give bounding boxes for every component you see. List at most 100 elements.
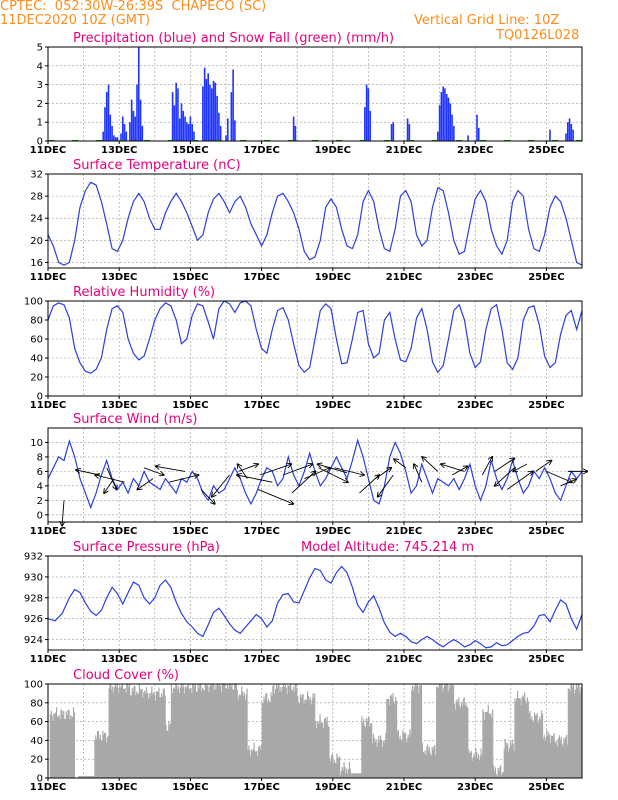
cloud-bar: [447, 691, 449, 778]
cloud-bar: [473, 753, 475, 778]
cloud-bar: [379, 740, 381, 778]
cloud-bar: [123, 688, 125, 778]
cloud-bar: [336, 753, 338, 778]
cloud-bar: [570, 684, 572, 778]
cloud-bar: [408, 737, 410, 778]
plot-frame: [47, 300, 583, 397]
cloud-bar: [299, 694, 302, 778]
cloud-bar: [428, 750, 430, 778]
cloud-bar: [158, 687, 160, 778]
cloud-bar: [176, 685, 178, 778]
cloud-bar: [210, 685, 213, 778]
cloud-bar: [125, 692, 127, 778]
cloud-bar: [463, 696, 465, 778]
cloud-bar: [557, 737, 560, 778]
cloud-bar: [205, 684, 207, 778]
y-tick-label: 6: [37, 467, 43, 478]
cloud-bar: [177, 686, 180, 778]
cloud-bar: [460, 702, 463, 778]
cloud-bar: [564, 741, 566, 778]
cloud-bar: [69, 719, 71, 778]
cloud-bar: [543, 735, 545, 778]
cloud-bar: [339, 756, 341, 778]
cloud-bar: [421, 742, 423, 778]
cloud-bar: [204, 684, 206, 778]
cloud-bar: [237, 699, 239, 778]
cloud-bar: [239, 694, 241, 778]
precip-bar: [467, 135, 469, 141]
cloud-bar: [172, 688, 174, 778]
cloud-bar: [507, 743, 509, 778]
cloud-bar: [147, 698, 149, 778]
precip-bar: [230, 92, 233, 141]
cloud-bar: [60, 709, 62, 778]
cloud-bar: [217, 685, 220, 778]
precip-bar: [180, 103, 183, 141]
precip-bar: [187, 124, 190, 141]
precip-bar: [451, 114, 453, 141]
cloud-bar: [104, 732, 107, 778]
cloud-bar: [375, 739, 377, 778]
precip-bar: [202, 86, 204, 141]
cloud-bar: [327, 725, 329, 778]
cloud-bar: [358, 773, 360, 778]
cloud-bar: [443, 687, 445, 778]
wind-vector: [441, 464, 465, 472]
precip-bar: [175, 82, 177, 141]
cloud-bar: [175, 684, 177, 778]
precip-bar: [189, 116, 192, 141]
cloud-bar: [530, 719, 532, 778]
precip-bar: [207, 73, 210, 141]
cloud-bar: [559, 740, 561, 778]
cloud-bar: [292, 687, 294, 778]
cloud-bar: [418, 693, 420, 778]
cloud-bar: [574, 689, 577, 778]
y-tick-label: 5: [37, 43, 43, 54]
cloud-bar: [112, 686, 114, 778]
cloud-bar: [484, 719, 486, 778]
cloud-bar: [49, 714, 51, 778]
x-tick-label: 11DEC: [30, 526, 66, 537]
cloud-bar: [412, 685, 414, 778]
cloud-bar: [90, 776, 92, 778]
cloud-bar: [565, 737, 567, 778]
cloud-bar: [572, 687, 574, 778]
cloud-bar: [369, 727, 371, 778]
x-tick-label: 11DEC: [30, 782, 66, 793]
cloud-bar: [140, 690, 142, 778]
cloud-bar: [310, 704, 312, 778]
cloud-bar: [521, 696, 523, 778]
cloud-bar: [526, 697, 529, 778]
wind-vector: [481, 457, 492, 476]
cloud-bar: [579, 692, 581, 778]
cloud-bar: [411, 689, 413, 778]
cloud-bar: [89, 776, 92, 778]
cloud-bar: [144, 690, 146, 778]
cloud-bar: [234, 684, 237, 778]
cloud-bar: [317, 723, 319, 778]
cloud-bar: [566, 744, 569, 778]
cloud-bar: [323, 728, 325, 778]
cloud-bar: [159, 696, 161, 778]
cloud-bar: [577, 684, 579, 778]
wind-vector: [394, 459, 407, 469]
y-tick-label: 20: [30, 755, 43, 766]
precip-bar: [139, 99, 142, 141]
precip-bar: [130, 99, 133, 141]
x-tick-label: 17DEC: [243, 654, 279, 665]
cloud-bar: [131, 688, 133, 778]
cloud-bar: [420, 685, 423, 778]
cloud-bar: [59, 719, 61, 778]
cloud-bar: [276, 687, 278, 778]
cloud-bar: [442, 691, 444, 778]
precip-bar: [444, 88, 446, 141]
precip-bar: [438, 105, 441, 141]
x-tick-label: 19DEC: [315, 526, 351, 537]
cloud-bar: [294, 684, 296, 778]
cloud-bar: [193, 684, 195, 778]
x-tick-label: 19DEC: [315, 654, 351, 665]
precip-bar: [171, 92, 174, 141]
cloud-bar: [135, 695, 137, 778]
x-tick-label: 11DEC: [30, 145, 66, 156]
cloud-bar: [166, 730, 168, 778]
